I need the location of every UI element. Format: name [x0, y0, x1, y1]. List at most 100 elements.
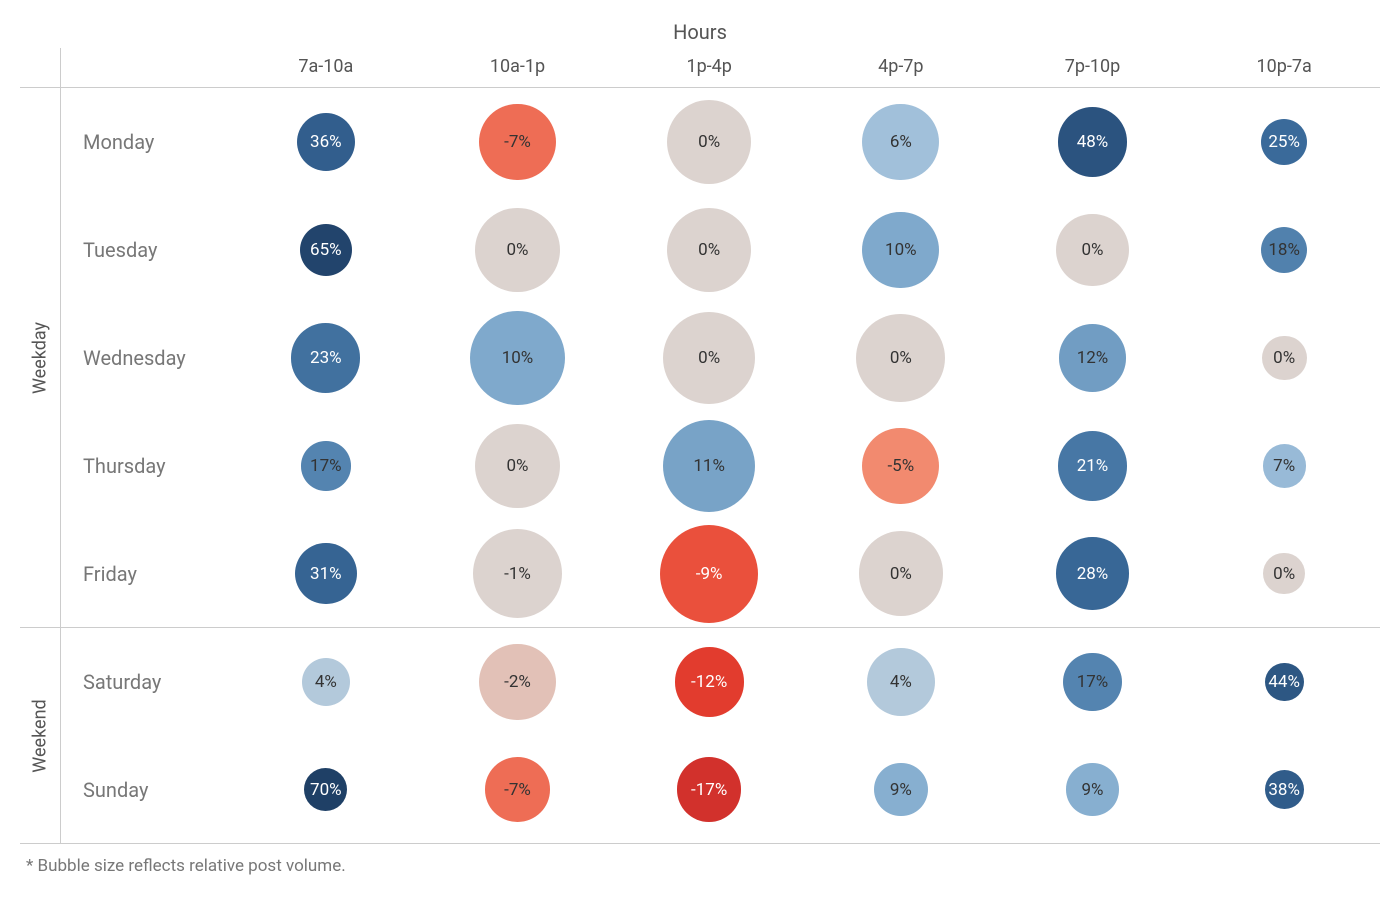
bubble-cell: 25% [1188, 88, 1380, 196]
bubble [479, 104, 556, 181]
bubble [663, 312, 755, 404]
bubble [304, 768, 347, 811]
bubble [1063, 653, 1121, 711]
row-group-label-cell: Weekend [20, 628, 60, 844]
column-header: 10a-1p [422, 48, 614, 88]
bubble-cell: 31% [230, 520, 422, 628]
bubble [473, 529, 562, 618]
bubble-cell: 17% [230, 412, 422, 520]
bubble-cell: 0% [805, 304, 997, 412]
bubble-cell: 12% [997, 304, 1189, 412]
bubble-cell: 4% [230, 628, 422, 736]
bubble [1066, 763, 1118, 815]
bubble-cell: -7% [422, 736, 614, 844]
day-label: Monday [60, 88, 230, 196]
bubble [1265, 770, 1304, 809]
row-group-label: Weekday [30, 321, 51, 393]
bubble-cell: 23% [230, 304, 422, 412]
bubble-cell: 6% [805, 88, 997, 196]
bubble [475, 424, 559, 508]
bubble [859, 531, 943, 615]
bubble [667, 208, 751, 292]
bubble [485, 757, 550, 822]
bubble-cell: 38% [1188, 736, 1380, 844]
bubble-cell: 0% [997, 196, 1189, 304]
bubble [867, 648, 935, 716]
bubble [862, 212, 939, 289]
bubble-cell: 0% [613, 88, 805, 196]
bubble-cell: 0% [805, 520, 997, 628]
bubble-cell: 7% [1188, 412, 1380, 520]
bubble-matrix-chart: Hours 7a-10a10a-1p1p-4p4p-7p7p-10p10p-7a… [20, 20, 1380, 876]
bubble [874, 763, 928, 817]
columns-title: Hours [20, 20, 1380, 48]
bubble-cell: -17% [613, 736, 805, 844]
bubble [301, 441, 350, 490]
bubble-cell: 0% [1188, 304, 1380, 412]
bubble-cell: 28% [997, 520, 1189, 628]
bubble [475, 208, 559, 292]
bubble-cell: -7% [422, 88, 614, 196]
bubble [297, 113, 355, 171]
bubble-cell: 0% [1188, 520, 1380, 628]
bubble-cell: 17% [997, 628, 1189, 736]
bubble [291, 323, 360, 392]
bubble-cell: 36% [230, 88, 422, 196]
day-label: Tuesday [60, 196, 230, 304]
bubble-cell: 9% [805, 736, 997, 844]
bubble-cell: 65% [230, 196, 422, 304]
bubble [660, 525, 758, 623]
bubble [856, 314, 945, 403]
chart-footnote: * Bubble size reflects relative post vol… [20, 844, 1380, 876]
bubble [1056, 214, 1128, 286]
column-header: 4p-7p [805, 48, 997, 88]
bubble [1263, 553, 1305, 595]
bubble [862, 104, 939, 181]
bubble [1058, 107, 1127, 176]
bubble [1056, 537, 1128, 609]
bubble-cell: 4% [805, 628, 997, 736]
bubble [1261, 227, 1307, 273]
bubble-cell: 9% [997, 736, 1189, 844]
column-header: 7a-10a [230, 48, 422, 88]
bubble-cell: 18% [1188, 196, 1380, 304]
day-label: Sunday [60, 736, 230, 844]
bubble [677, 757, 742, 822]
bubble-cell: 70% [230, 736, 422, 844]
bubble [1263, 444, 1306, 487]
bubble [300, 224, 352, 276]
bubble-cell: 44% [1188, 628, 1380, 736]
bubble [470, 311, 565, 406]
bubble [663, 420, 755, 512]
day-label: Wednesday [60, 304, 230, 412]
bubble-cell: 10% [422, 304, 614, 412]
bubble [1261, 119, 1307, 165]
bubble-cell: 48% [997, 88, 1189, 196]
bubble-cell: 10% [805, 196, 997, 304]
bubble-cell: -2% [422, 628, 614, 736]
column-header: 1p-4p [613, 48, 805, 88]
row-group-label: Weekend [30, 699, 51, 772]
bubble-cell: -5% [805, 412, 997, 520]
bubble [1265, 663, 1304, 702]
bubble [667, 100, 751, 184]
bubble [862, 428, 939, 505]
column-header: 10p-7a [1188, 48, 1380, 88]
column-header: 7p-10p [997, 48, 1189, 88]
bubble-cell: -1% [422, 520, 614, 628]
bubble [295, 543, 357, 605]
day-label: Saturday [60, 628, 230, 736]
bubble-cell: 0% [613, 304, 805, 412]
header-spacer [20, 48, 60, 88]
day-label: Thursday [60, 412, 230, 520]
bubble [1262, 336, 1307, 381]
bubble-cell: -9% [613, 520, 805, 628]
day-label: Friday [60, 520, 230, 628]
bubble-cell: 11% [613, 412, 805, 520]
bubble-cell: 0% [422, 196, 614, 304]
bubble [1058, 431, 1127, 500]
bubble [479, 644, 556, 721]
bubble [1059, 324, 1127, 392]
bubble-cell: -12% [613, 628, 805, 736]
bubble [675, 647, 744, 716]
